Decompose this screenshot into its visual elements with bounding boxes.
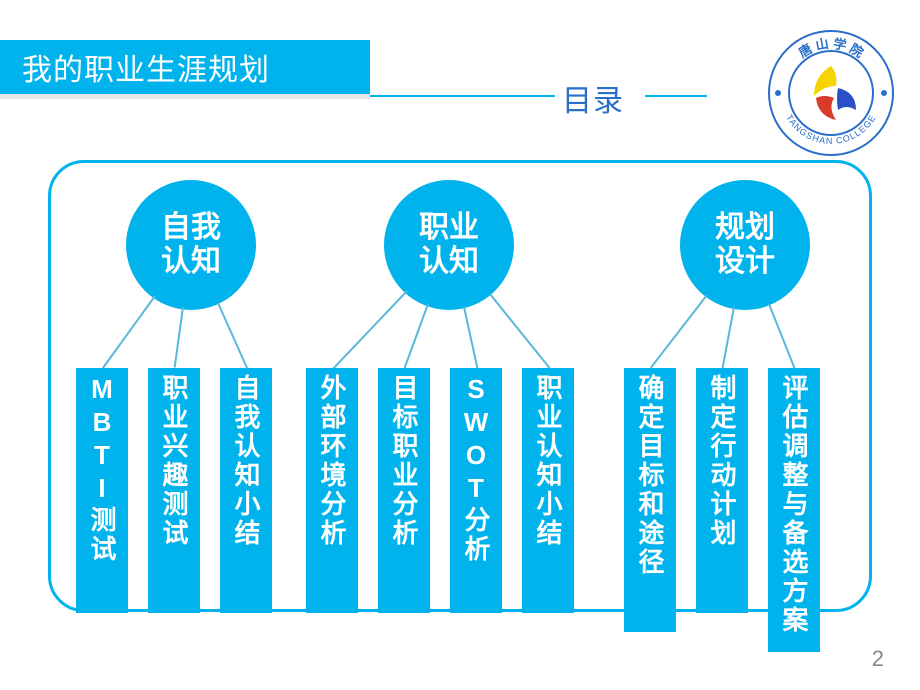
item-label: 自我认知小结 [233,374,259,548]
item-box-action-plan: 制定行动计划 [696,368,748,613]
item-box-self-summary: 自我认知小结 [220,368,272,613]
item-label: 确定目标和途径 [637,374,663,577]
toc-label: 目录 [562,76,624,120]
item-label: SWOT分析 [463,374,489,564]
item-box-mbti: MBTI测试 [76,368,128,613]
item-box-swot: SWOT分析 [450,368,502,613]
item-label: 制定行动计划 [709,374,735,548]
toc-divider-left [370,95,555,97]
item-label: 职业认知小结 [535,374,561,548]
category-circle-career: 职业认知 [384,180,514,310]
title-bar: 我的职业生涯规划 [0,40,370,94]
item-label: 职业兴趣测试 [161,374,187,548]
item-box-target-job: 目标职业分析 [378,368,430,613]
category-circle-self: 自我认知 [126,180,256,310]
college-logo: 唐 山 学 院 TANGSHAN COLLEGE [766,28,896,158]
item-label: 目标职业分析 [391,374,417,548]
item-label: MBTI测试 [89,374,115,564]
item-box-goal-path: 确定目标和途径 [624,368,676,632]
item-box-career-summary: 职业认知小结 [522,368,574,613]
toc-divider-right [645,95,707,97]
category-circle-plan: 规划设计 [680,180,810,310]
item-box-evaluate: 评估调整与备选方案 [768,368,820,652]
item-box-external: 外部环境分析 [306,368,358,613]
item-label: 评估调整与备选方案 [781,374,807,635]
item-box-interest: 职业兴趣测试 [148,368,200,613]
item-label: 外部环境分析 [319,374,345,548]
page-number: 2 [872,646,884,672]
page-title: 我的职业生涯规划 [22,45,270,89]
